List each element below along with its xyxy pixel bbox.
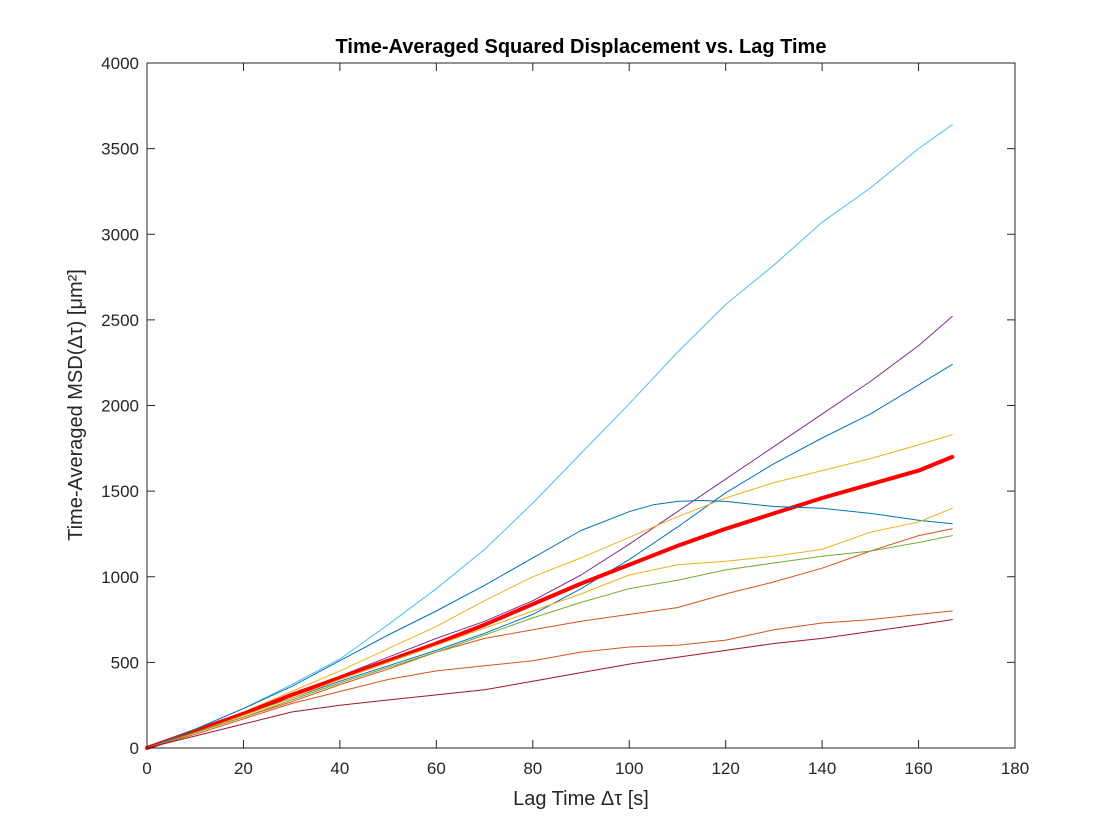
y-axis-title: Time-Averaged MSD(Δτ) [μm²] — [65, 269, 87, 541]
series-line-11 — [146, 619, 953, 749]
y-tick-label: 3500 — [101, 140, 139, 159]
y-tick-label: 0 — [130, 739, 139, 758]
series-line-7 — [146, 507, 953, 749]
x-tick-label: 100 — [615, 759, 643, 778]
x-tick-label: 60 — [427, 759, 446, 778]
series-layer — [145, 124, 955, 750]
x-tick-label: 160 — [904, 759, 932, 778]
y-tick-label: 2500 — [101, 311, 139, 330]
series-line-5 — [145, 454, 955, 750]
y-axis: 0 500 1000 1500 2000 2500 3000 3500 4000 — [101, 54, 1015, 758]
x-tick-label: 0 — [142, 759, 151, 778]
y-tick-label: 2000 — [101, 397, 139, 416]
chart-title: Time-Averaged Squared Displacement vs. L… — [336, 36, 827, 58]
series-line-6 — [146, 500, 953, 749]
y-tick-label: 1000 — [101, 568, 139, 587]
y-tick-label: 500 — [111, 653, 139, 672]
series-line-8 — [146, 528, 953, 749]
y-tick-label: 1500 — [101, 482, 139, 501]
x-tick-label: 120 — [711, 759, 739, 778]
plot-area — [147, 63, 1015, 748]
x-tick-label: 180 — [1001, 759, 1029, 778]
x-tick-label: 20 — [234, 759, 253, 778]
series-line-1 — [146, 124, 953, 749]
x-tick-label: 140 — [808, 759, 836, 778]
x-axis-title: Lag Time Δτ [s] — [513, 788, 649, 810]
series-line-9 — [146, 535, 953, 749]
series-line-10 — [146, 610, 953, 749]
x-axis: 0 20 40 60 80 100 120 140 160 180 — [142, 63, 1029, 778]
y-tick-label: 3000 — [101, 225, 139, 244]
series-line-4 — [146, 434, 953, 749]
y-tick-label: 4000 — [101, 54, 139, 73]
x-tick-label: 80 — [523, 759, 542, 778]
x-tick-label: 40 — [330, 759, 349, 778]
